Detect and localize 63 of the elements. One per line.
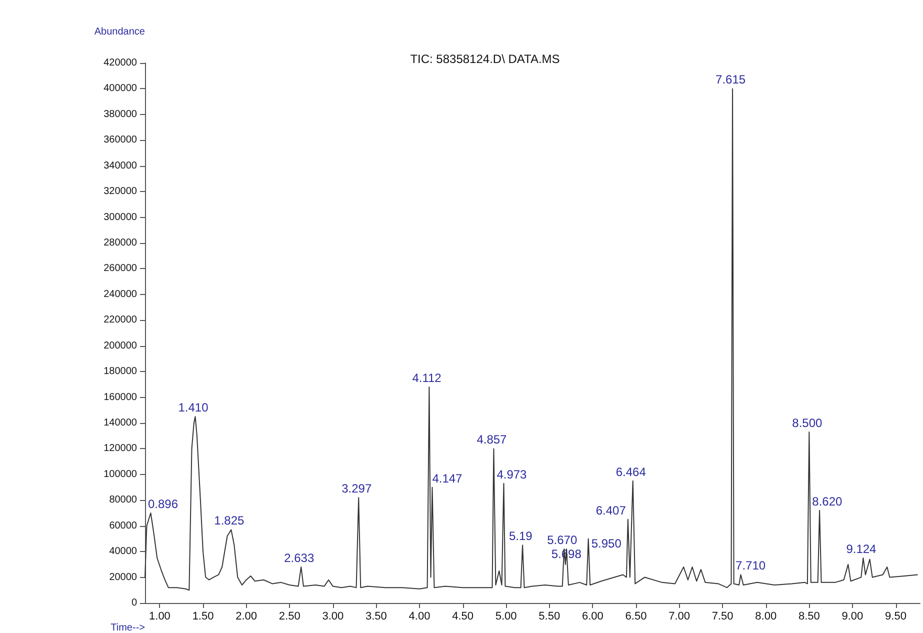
- y-tick-label: 40000: [109, 546, 138, 558]
- y-tick-label: 200000: [104, 340, 138, 352]
- annotation: 6.407: [596, 503, 626, 518]
- y-tick-label: 360000: [104, 134, 138, 146]
- annotation: 9.124: [846, 542, 877, 556]
- x-tick-label: 5.00: [495, 610, 517, 622]
- line-series: [144, 88, 918, 591]
- annotation: 8.500: [792, 416, 823, 430]
- y-tick-label: 240000: [104, 288, 138, 300]
- y-tick-label: 400000: [104, 83, 138, 94]
- y-tick-label: 220000: [104, 314, 138, 326]
- x-tick-label: 3.00: [322, 610, 344, 622]
- annotation: 2.633: [284, 551, 314, 565]
- x-tick-label: 7.50: [712, 610, 734, 622]
- annotation: 6.464: [616, 464, 646, 479]
- y-axis-title: Abundance: [94, 26, 146, 38]
- y-tick-label: 80000: [109, 494, 138, 506]
- x-tick-label: 7.00: [668, 610, 690, 622]
- x-tick-label: 5.50: [538, 610, 560, 622]
- y-tick-label: 60000: [109, 520, 138, 532]
- x-tick-label: 2.50: [278, 610, 300, 622]
- annotation: 4.147: [432, 471, 463, 486]
- y-tick-label: 20000: [109, 572, 138, 583]
- chart-title: TIC: 58358124.D\ DATA.MS: [410, 52, 560, 66]
- x-tick-label: 9.50: [885, 610, 906, 622]
- annotation: 8.620: [812, 494, 843, 508]
- annotation: 4.973: [496, 467, 528, 482]
- y-tick-label: 0: [131, 598, 138, 608]
- annotation: 4.857: [476, 432, 508, 447]
- annotation: 7.710: [736, 558, 766, 573]
- y-tick-label: 160000: [104, 392, 138, 403]
- y-tick-label: 320000: [104, 186, 138, 198]
- x-tick-label: 9.00: [842, 610, 864, 622]
- x-tick-label: 3.50: [365, 610, 387, 622]
- annotation: 7.615: [716, 72, 746, 87]
- annotation: 3.297: [342, 482, 372, 496]
- annotation: 5.670: [547, 533, 578, 547]
- y-tick-label: 420000: [104, 58, 138, 68]
- x-tick-label: 8.00: [755, 610, 777, 622]
- x-tick-label: 4.00: [408, 610, 430, 622]
- y-tick-label: 280000: [104, 238, 138, 248]
- annotation: 5.19: [508, 529, 533, 544]
- x-tick-label: 6.00: [582, 610, 604, 622]
- x-tick-label: 2.00: [236, 610, 258, 622]
- y-tick-label: 180000: [104, 366, 138, 378]
- x-tick-label: 8.50: [798, 610, 820, 622]
- annotation: 5.950: [591, 536, 622, 551]
- y-tick-label: 100000: [104, 468, 138, 480]
- annotation: 0.896: [148, 497, 178, 511]
- y-tick-label: 340000: [104, 160, 138, 172]
- x-axis-title: Time-->: [110, 622, 146, 633]
- y-tick-label: 300000: [104, 212, 138, 223]
- annotation: 1.825: [214, 514, 245, 528]
- annotation: 1.410: [178, 400, 209, 415]
- y-tick-label: 120000: [104, 443, 138, 454]
- y-tick-label: 260000: [104, 263, 138, 274]
- y-tick-label: 380000: [104, 108, 138, 120]
- annotation: 4.112: [412, 371, 442, 385]
- x-tick-label: 1.00: [149, 610, 170, 622]
- x-tick-label: 6.50: [625, 610, 647, 622]
- y-tick-label: 140000: [104, 418, 138, 428]
- x-tick-label: 4.50: [452, 610, 474, 622]
- x-tick-label: 1.50: [192, 610, 214, 622]
